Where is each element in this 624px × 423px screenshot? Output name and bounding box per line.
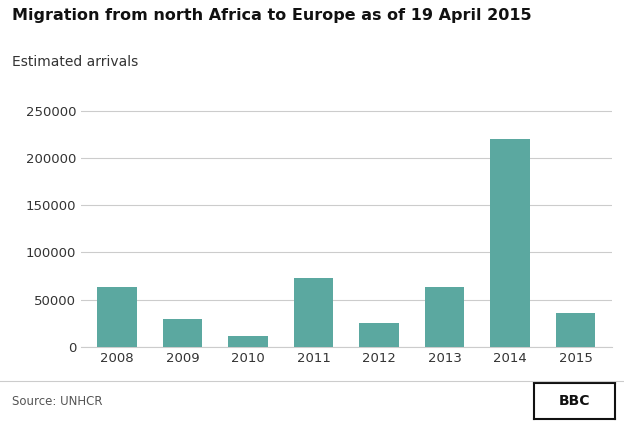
Text: Estimated arrivals: Estimated arrivals: [12, 55, 139, 69]
Bar: [163, 319, 202, 347]
Text: Source: UNHCR: Source: UNHCR: [12, 396, 103, 408]
Bar: [425, 287, 464, 347]
Bar: [359, 323, 399, 347]
Text: BBC: BBC: [558, 394, 590, 408]
Text: Migration from north Africa to Europe as of 19 April 2015: Migration from north Africa to Europe as…: [12, 8, 532, 23]
Bar: [97, 287, 137, 347]
Bar: [490, 139, 530, 347]
Bar: [556, 313, 595, 347]
Bar: [228, 335, 268, 347]
Bar: [294, 278, 333, 347]
